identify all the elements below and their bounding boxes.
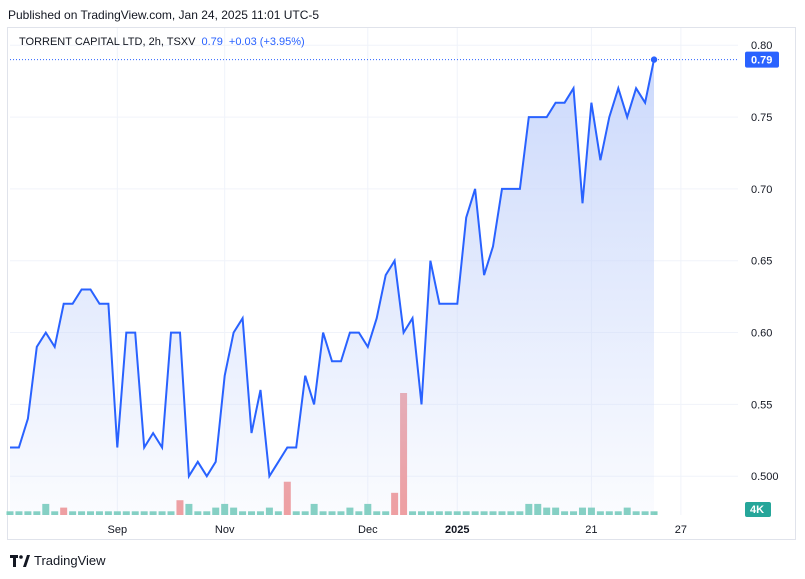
footer: TradingView (10, 553, 106, 568)
price-area (10, 59, 654, 515)
volume-bar (650, 511, 658, 515)
y-tick-label: 0.75 (751, 112, 772, 124)
tradingview-logo-icon (10, 554, 30, 567)
volume-label: 4K (745, 502, 771, 517)
last-price-dot (650, 56, 658, 63)
legend-symbol: TORRENT CAPITAL LTD, 2h, TSXV (19, 36, 196, 48)
last-price-label: 0.79 (745, 51, 779, 68)
x-tick-label: Dec (358, 524, 378, 536)
legend-change: +0.03 (+3.95%) (228, 36, 305, 48)
y-tick-label: 0.80 (751, 40, 772, 52)
x-tick-label: 2025 (445, 524, 469, 536)
y-tick-label: 0.65 (751, 256, 772, 268)
price-line (10, 59, 655, 480)
last-price-label-text: 0.79 (751, 55, 772, 67)
footer-brand[interactable]: TradingView (34, 553, 106, 568)
price-axis[interactable]: 0.80 0.75 0.70 0.65 0.60 0.55 0.500 (751, 40, 779, 483)
y-tick-label: 0.60 (751, 328, 772, 340)
x-tick-label: 21 (585, 524, 597, 536)
x-tick-label: 27 (675, 524, 687, 536)
y-tick-label: 0.70 (751, 184, 772, 196)
legend: TORRENT CAPITAL LTD, 2h, TSXV 0.79 +0.03 (… (19, 36, 305, 48)
volume-label-text: 4K (750, 504, 764, 516)
x-tick-label: Nov (215, 524, 235, 536)
time-axis[interactable]: Sep Nov Dec 2025 21 27 (108, 524, 687, 536)
x-tick-label: Sep (108, 524, 128, 536)
y-tick-label: 0.55 (751, 399, 772, 411)
y-tick-label: 0.500 (751, 471, 779, 483)
published-caption: Published on TradingView.com, Jan 24, 20… (8, 8, 320, 22)
legend-last-value: 0.79 (201, 36, 223, 48)
